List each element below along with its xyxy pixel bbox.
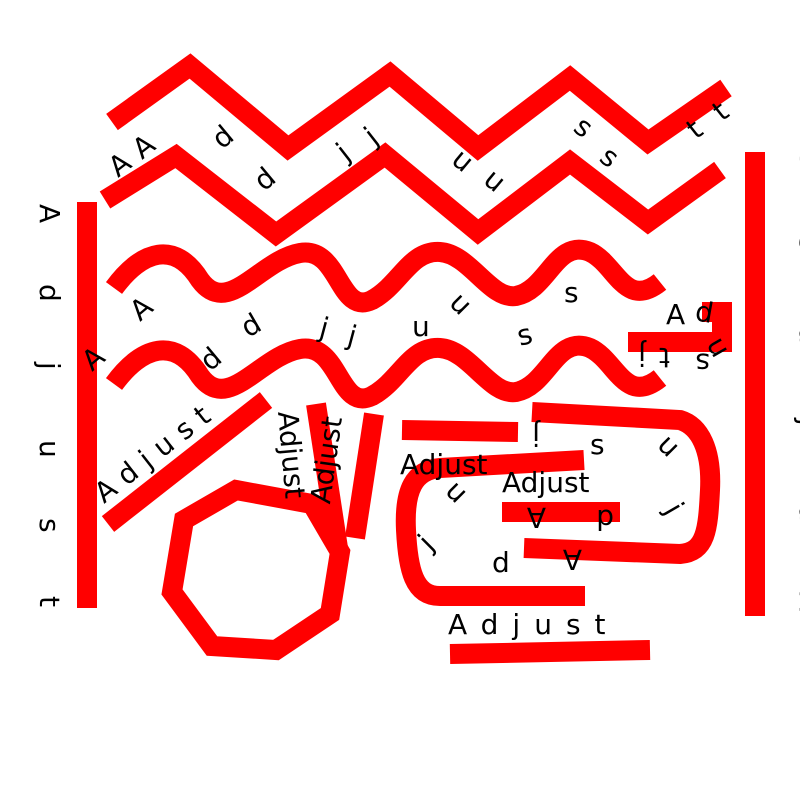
word-center-top: Adjust xyxy=(400,448,488,481)
letter-j: j xyxy=(532,419,541,452)
letter-j: j xyxy=(357,121,384,152)
slanted-bar-right xyxy=(345,412,384,540)
letter-d: d xyxy=(596,503,614,536)
letter-a: A xyxy=(33,204,66,223)
letter-a: A xyxy=(563,543,582,576)
corner-bracket xyxy=(628,302,732,352)
letter-d: d xyxy=(235,307,267,344)
letter-a: A xyxy=(793,592,800,611)
letter-u: u xyxy=(793,326,800,344)
bar-bottom xyxy=(449,640,651,664)
letter-t: t xyxy=(793,150,800,161)
letter-s: s xyxy=(590,428,605,461)
letter-d: d xyxy=(693,294,716,330)
letter-u: u xyxy=(443,286,479,322)
diagonal-bar xyxy=(101,392,273,532)
hook-shape-right xyxy=(523,402,721,565)
letter-d: d xyxy=(247,161,282,198)
letter-s: s xyxy=(793,236,800,251)
letter-s: s xyxy=(568,110,600,145)
hook-shape-left xyxy=(395,450,585,606)
bar-center-top xyxy=(401,420,519,442)
letter-j: j xyxy=(657,496,690,520)
wave-line-lower xyxy=(105,335,667,409)
zigzag-line-top xyxy=(106,53,732,161)
letter-d: d xyxy=(205,119,240,156)
letter-j: j xyxy=(315,311,332,345)
wave-line-upper xyxy=(105,239,667,313)
letter-d: d xyxy=(793,504,800,522)
zigzag-line-second xyxy=(99,142,726,247)
vertical-word-left: Adjust xyxy=(271,410,312,500)
letter-a: A xyxy=(123,290,159,328)
letter-j: j xyxy=(793,417,800,426)
letter-u: u xyxy=(412,310,430,343)
word-center-mid: Adjust xyxy=(502,466,590,499)
letter-u: u xyxy=(33,440,66,458)
letter-t: t xyxy=(659,341,670,374)
letter-j: j xyxy=(638,339,647,372)
letter-u: u xyxy=(651,428,687,464)
letter-j: j xyxy=(343,319,360,353)
letter-u: u xyxy=(478,162,513,199)
letter-s: s xyxy=(33,518,66,533)
letter-j: j xyxy=(33,361,66,370)
octagon-shape xyxy=(161,479,351,661)
letter-s: s xyxy=(695,347,710,380)
letter-t: t xyxy=(33,596,66,607)
letter-s: s xyxy=(513,317,536,353)
letter-d: d xyxy=(33,284,66,302)
word-bottom: Adjust xyxy=(448,608,620,641)
letter-d: d xyxy=(492,546,510,579)
letter-a: A xyxy=(527,501,546,534)
letter-a: A xyxy=(666,298,685,331)
letter-j: j xyxy=(329,137,356,168)
letter-s: s xyxy=(594,140,626,175)
letter-s: s xyxy=(564,276,579,309)
